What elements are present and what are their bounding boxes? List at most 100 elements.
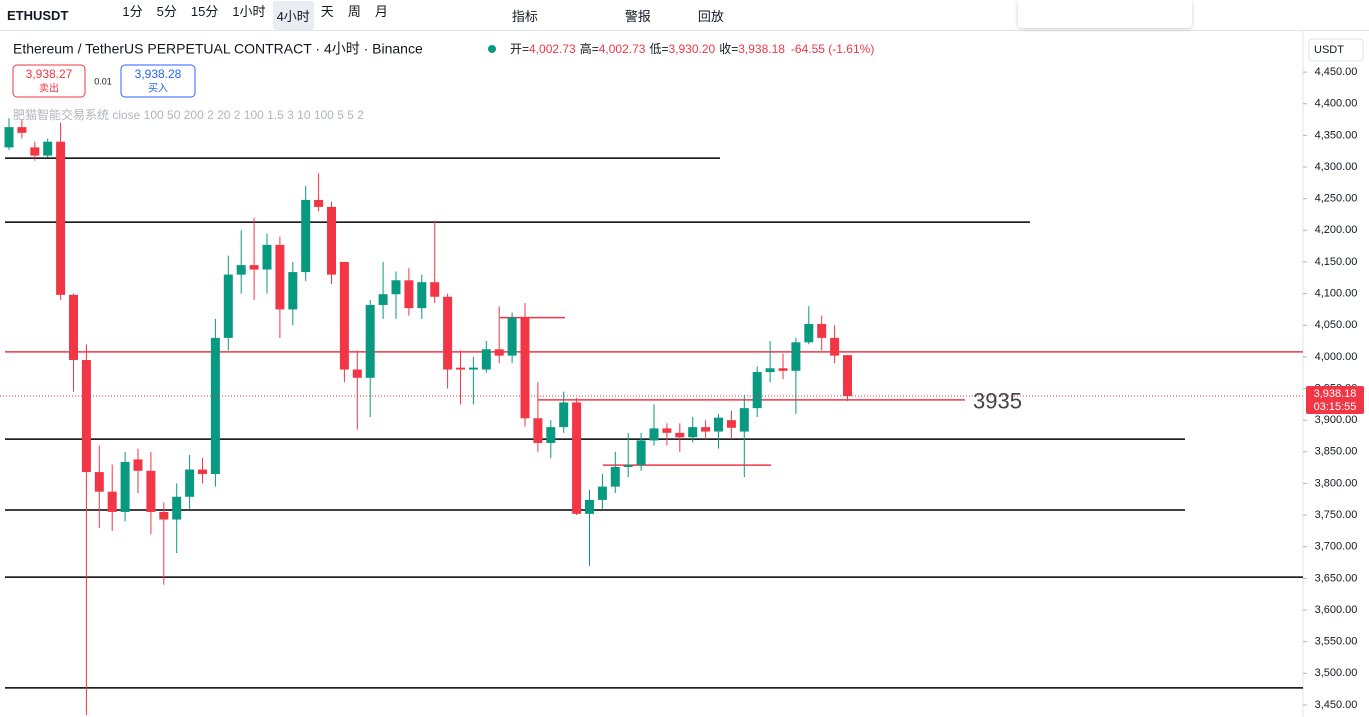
candle-body — [17, 127, 27, 133]
candle-body — [146, 470, 156, 512]
sell-price: 3,938.27 — [26, 67, 73, 81]
candle-body — [714, 417, 723, 432]
y-tick-label: 3,600.00 — [1315, 604, 1358, 616]
candle-body — [107, 491, 117, 512]
candle-body — [301, 199, 311, 273]
y-tick-label: 4,100.00 — [1315, 287, 1358, 299]
candle-body — [726, 420, 736, 428]
candle-body — [559, 402, 569, 428]
candle-body — [572, 402, 582, 514]
candle-body — [352, 369, 362, 378]
candle-body — [468, 367, 478, 370]
interval[interactable]: 5分 — [156, 3, 177, 19]
countdown: 03:15:55 — [1314, 401, 1357, 413]
sell-label: 卖出 — [39, 82, 59, 95]
candle-body — [69, 294, 78, 361]
buy-label: 买入 — [148, 83, 168, 95]
open-label: 开= — [510, 42, 529, 56]
candle-body — [210, 337, 220, 474]
y-tick-label: 4,350.00 — [1315, 129, 1358, 141]
y-tick-label: 4,250.00 — [1315, 193, 1358, 205]
candle-body — [94, 472, 104, 492]
candle-body — [43, 141, 53, 156]
price-label: 3,938.18 — [1314, 388, 1357, 400]
low-label: 低= — [649, 42, 668, 56]
candle-body — [701, 427, 711, 432]
candle-body — [339, 261, 349, 370]
currency-box[interactable] — [1308, 38, 1364, 62]
replay[interactable]: 回放 — [697, 8, 724, 24]
interval[interactable]: 1小时 — [232, 3, 266, 19]
candle-body — [675, 432, 685, 438]
plot: 3935 — [0, 118, 1303, 716]
close: 3,938.18 — [738, 42, 785, 56]
candle-body — [4, 127, 14, 148]
candle-body — [391, 280, 401, 295]
y-tick-label: 3,450.00 — [1315, 699, 1358, 711]
y-tick-label: 3,700.00 — [1315, 541, 1358, 553]
buy-button[interactable] — [120, 64, 196, 98]
candle-body — [262, 244, 272, 270]
close-label: 收= — [719, 42, 738, 56]
interval[interactable]: 15分 — [190, 3, 219, 19]
y-tick-label: 3,850.00 — [1315, 446, 1358, 458]
candle-body — [546, 427, 556, 443]
annotation: 3935 — [973, 389, 1022, 414]
interval[interactable]: 天 — [320, 3, 334, 19]
candle-body — [327, 206, 336, 275]
candle-body — [198, 469, 207, 474]
candle-body — [185, 469, 195, 497]
ohlc: 开=4,002.73 高=4,002.73 低=3,930.20 收=3,938.18… — [510, 41, 874, 56]
candle-body — [520, 317, 530, 419]
candle-body — [778, 368, 788, 371]
candle-body — [417, 282, 427, 309]
indicator-legend: 肥猫智能交易系统 close 100 50 200 2 20 2 100 1.5… — [13, 107, 364, 122]
candle-body — [30, 147, 40, 156]
open: 4,002.73 — [529, 42, 576, 56]
candle-body — [610, 467, 620, 487]
candle-body — [817, 323, 827, 338]
candle-body — [830, 337, 840, 356]
y-tick-label: 4,400.00 — [1315, 98, 1358, 110]
candle-body — [494, 349, 504, 356]
candle-body — [688, 427, 698, 438]
spread: 0.01 — [94, 76, 112, 86]
y-tick-label: 3,900.00 — [1315, 414, 1358, 426]
interval[interactable]: 周 — [347, 3, 361, 19]
toolbar: ETHUSDT 1分 5分 15分 1小时 4小时天周月 指标 警报 回放 — [0, 0, 1369, 31]
candle-body — [81, 360, 91, 473]
candle-body — [223, 274, 233, 338]
candle-body — [314, 199, 324, 207]
candle-body — [365, 304, 375, 378]
interval[interactable]: 月 — [374, 3, 388, 19]
candle-body — [56, 141, 66, 295]
candle-body — [649, 428, 659, 441]
candle-body — [249, 265, 259, 270]
y-tick-label: 4,200.00 — [1315, 224, 1358, 236]
candle-body — [791, 342, 801, 371]
alerts[interactable]: 警报 — [624, 8, 651, 24]
price-box — [1306, 386, 1364, 415]
symbol[interactable]: ETHUSDT — [7, 7, 69, 23]
intervals: 1分 5分 15分 1小时 4小时天周月 — [75, 0, 401, 30]
candle-body — [443, 296, 453, 370]
y-tick-label: 4,000.00 — [1315, 351, 1358, 363]
candle-body — [378, 294, 388, 305]
drawing-tools[interactable] — [1018, 0, 1192, 28]
indicators[interactable]: 指标 — [511, 8, 538, 24]
sell-button[interactable] — [12, 64, 86, 98]
y-tick-label: 3,500.00 — [1315, 667, 1358, 679]
candle-body — [533, 418, 543, 443]
buy-price: 3,938.28 — [135, 67, 182, 81]
y-tick-label: 3,800.00 — [1315, 477, 1358, 489]
candle-body — [585, 499, 594, 514]
candle-body — [133, 459, 143, 471]
interval[interactable]: 4小时 — [272, 0, 314, 30]
interval[interactable]: 1分 — [122, 3, 143, 19]
high: 4,002.73 — [599, 42, 646, 56]
candle-body — [481, 349, 491, 370]
candle-body — [120, 461, 130, 512]
candle-body — [597, 486, 607, 500]
